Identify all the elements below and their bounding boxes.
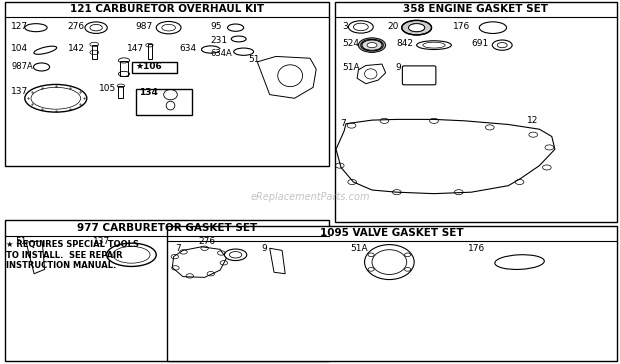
- Text: 691: 691: [471, 39, 489, 48]
- Text: 12: 12: [527, 116, 538, 126]
- Polygon shape: [26, 241, 45, 274]
- Polygon shape: [270, 248, 285, 274]
- Text: 127: 127: [11, 22, 29, 31]
- Text: 51A: 51A: [350, 244, 368, 253]
- Text: eReplacementParts.com: eReplacementParts.com: [250, 191, 370, 202]
- Polygon shape: [357, 64, 386, 84]
- FancyBboxPatch shape: [402, 66, 436, 85]
- Text: 95: 95: [211, 22, 223, 31]
- Text: 9: 9: [396, 63, 401, 72]
- Bar: [132, 62, 177, 73]
- Bar: [5, 2, 329, 166]
- Text: 104: 104: [11, 44, 29, 54]
- Text: 358 ENGINE GASKET SET: 358 ENGINE GASKET SET: [404, 4, 548, 15]
- Polygon shape: [336, 119, 555, 194]
- Text: 634: 634: [180, 44, 197, 54]
- Ellipse shape: [367, 43, 377, 48]
- Ellipse shape: [362, 40, 382, 50]
- Bar: [167, 226, 617, 361]
- Text: ★106: ★106: [135, 62, 162, 71]
- Text: 987A: 987A: [11, 62, 33, 71]
- Text: 977 CARBURETOR GASKET SET: 977 CARBURETOR GASKET SET: [77, 223, 257, 233]
- Text: 142: 142: [68, 44, 85, 54]
- Polygon shape: [172, 247, 226, 277]
- Text: 987: 987: [135, 22, 153, 31]
- Text: 134: 134: [140, 88, 158, 98]
- Text: 176: 176: [468, 244, 485, 253]
- Text: 634A: 634A: [211, 49, 232, 58]
- Text: 1095 VALVE GASKET SET: 1095 VALVE GASKET SET: [321, 228, 464, 238]
- Text: 147: 147: [127, 44, 144, 54]
- Ellipse shape: [409, 24, 425, 32]
- Text: 176: 176: [453, 22, 470, 31]
- Text: 20: 20: [387, 22, 398, 31]
- Text: 137: 137: [93, 237, 110, 246]
- Text: ★ REQUIRES SPECIAL TOOLS
TO INSTALL.  SEE REPAIR
INSTRUCTION MANUAL.: ★ REQUIRES SPECIAL TOOLS TO INSTALL. SEE…: [6, 240, 139, 270]
- Ellipse shape: [402, 20, 432, 35]
- Text: 524: 524: [342, 39, 359, 48]
- Text: 842: 842: [397, 39, 414, 48]
- Text: 276: 276: [67, 22, 84, 31]
- Text: 121 CARBURETOR OVERHAUL KIT: 121 CARBURETOR OVERHAUL KIT: [69, 4, 264, 15]
- Text: 3: 3: [342, 22, 348, 31]
- Text: 137: 137: [11, 87, 29, 96]
- Text: 7: 7: [175, 244, 180, 253]
- Text: 51: 51: [16, 237, 27, 246]
- Bar: [5, 220, 329, 361]
- Bar: [118, 86, 123, 98]
- Bar: [120, 61, 128, 76]
- Text: 105: 105: [99, 84, 117, 93]
- Bar: [136, 89, 192, 115]
- Polygon shape: [257, 56, 316, 98]
- Bar: [148, 44, 152, 59]
- Text: 7: 7: [340, 119, 345, 128]
- Bar: [335, 2, 617, 222]
- Text: 9: 9: [262, 244, 267, 253]
- Text: 51A: 51A: [342, 63, 360, 72]
- Text: 276: 276: [198, 237, 216, 246]
- Text: 51: 51: [248, 55, 260, 64]
- Text: 231: 231: [211, 36, 228, 46]
- Bar: [92, 45, 97, 59]
- Ellipse shape: [358, 38, 386, 52]
